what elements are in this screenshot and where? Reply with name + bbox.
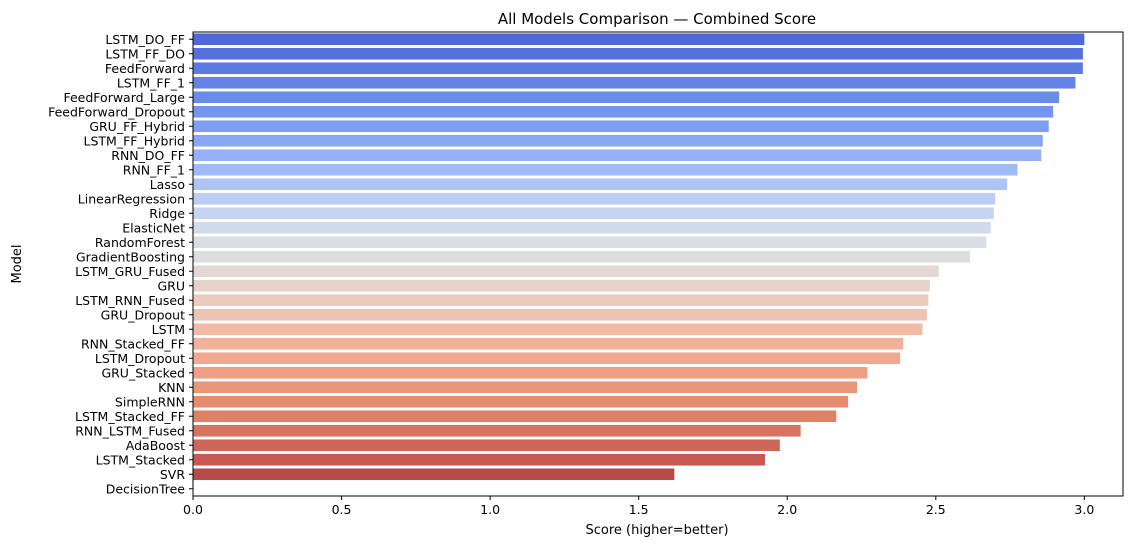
bar-Ridge: [193, 207, 994, 220]
bar-LSTM_FF_Hybrid: [193, 134, 1043, 147]
plot-frame: [192, 31, 1124, 497]
chart-title: All Models Comparison — Combined Score: [498, 10, 816, 28]
x-tick-labels: 0.0 0.5 1.0 1.5 2.0 2.5 3.0: [183, 496, 1094, 517]
x-axis-label: Score (higher=better): [585, 523, 728, 538]
bar-RNN_FF_1: [193, 163, 1018, 176]
y-tick-label: GRU_Stacked: [101, 365, 185, 380]
bar-RNN_DO_FF: [193, 149, 1042, 162]
bars-group: [193, 33, 1085, 481]
y-tick-label: LSTM_Dropout: [95, 351, 185, 366]
y-tick-label: LSTM_FF_Hybrid: [84, 133, 185, 148]
x-tick-label: 1.0: [480, 502, 500, 517]
y-tick-label: LSTM_Stacked_FF: [75, 409, 185, 424]
y-tick-label: RNN_FF_1: [123, 162, 185, 177]
y-tick-label: GRU_Dropout: [101, 307, 185, 322]
bar-GradientBoosting: [193, 250, 970, 263]
y-tick-label: LSTM_FF_1: [117, 75, 185, 90]
bar-SimpleRNN: [193, 395, 849, 408]
x-tick-label: 0.0: [183, 502, 203, 517]
bar-Lasso: [193, 178, 1008, 191]
y-axis-label: Model: [10, 244, 25, 283]
bar-RandomForest: [193, 236, 987, 249]
bar-LSTM_FF_1: [193, 76, 1076, 89]
y-tick-label: FeedForward_Dropout: [48, 104, 185, 119]
bar-LinearRegression: [193, 192, 996, 205]
bar-FeedForward_Dropout: [193, 105, 1054, 118]
y-tick-label: GradientBoosting: [76, 249, 185, 264]
bar-SVR: [193, 468, 675, 481]
y-tick-label: RNN_LSTM_Fused: [75, 423, 185, 438]
y-tick-label: GRU: [157, 278, 185, 293]
bar-AdaBoost: [193, 439, 780, 452]
bar-KNN: [193, 381, 858, 394]
y-tick-labels: LSTM_DO_FFLSTM_FF_DOFeedForwardLSTM_FF_1…: [48, 32, 193, 496]
bar-RNN_LSTM_Fused: [193, 424, 801, 437]
y-tick-label: LinearRegression: [78, 191, 185, 206]
bar-LSTM_DO_FF: [193, 33, 1085, 46]
y-tick-label: LSTM_FF_DO: [105, 46, 185, 61]
y-tick-label: SimpleRNN: [115, 394, 185, 409]
y-tick-label: LSTM: [152, 322, 185, 337]
y-tick-label: LSTM_Stacked: [96, 452, 185, 467]
bar-LSTM_GRU_Fused: [193, 265, 939, 278]
bar-RNN_Stacked_FF: [193, 337, 904, 350]
bar-LSTM_Stacked: [193, 453, 765, 466]
x-tick-label: 2.5: [926, 502, 946, 517]
y-tick-label: LSTM_GRU_Fused: [75, 264, 185, 279]
bar-LSTM_Dropout: [193, 352, 901, 365]
y-tick-label: Lasso: [150, 177, 185, 192]
x-tick-label: 2.0: [777, 502, 797, 517]
y-tick-label: DecisionTree: [106, 481, 186, 496]
y-tick-label: FeedForward: [105, 61, 185, 76]
bar-LSTM_FF_DO: [193, 47, 1083, 60]
bar-GRU_FF_Hybrid: [193, 120, 1049, 133]
y-tick-label: RNN_DO_FF: [111, 148, 185, 163]
bar-GRU: [193, 279, 930, 292]
y-tick-label: KNN: [158, 380, 185, 395]
y-tick-label: SVR: [160, 467, 185, 482]
bar-ElasticNet: [193, 221, 991, 234]
x-tick-label: 0.5: [332, 502, 352, 517]
bar-FeedForward_Large: [193, 91, 1060, 104]
y-tick-label: Ridge: [149, 206, 185, 221]
y-tick-label: FeedForward_Large: [63, 90, 185, 105]
y-tick-label: ElasticNet: [122, 220, 185, 235]
bar-GRU_Stacked: [193, 366, 868, 379]
y-tick-label: AdaBoost: [126, 438, 185, 453]
bar-GRU_Dropout: [193, 308, 927, 321]
bar-LSTM: [193, 323, 923, 336]
bar-FeedForward: [193, 62, 1083, 75]
y-tick-label: LSTM_RNN_Fused: [75, 293, 185, 308]
bar-LSTM_Stacked_FF: [193, 410, 837, 423]
y-tick-label: GRU_FF_Hybrid: [89, 119, 185, 134]
y-tick-label: RNN_Stacked_FF: [81, 336, 185, 351]
y-tick-label: LSTM_DO_FF: [105, 32, 185, 47]
bar-LSTM_RNN_Fused: [193, 294, 929, 307]
x-tick-label: 3.0: [1074, 502, 1094, 517]
x-tick-label: 1.5: [629, 502, 649, 517]
y-tick-label: RandomForest: [95, 235, 185, 250]
